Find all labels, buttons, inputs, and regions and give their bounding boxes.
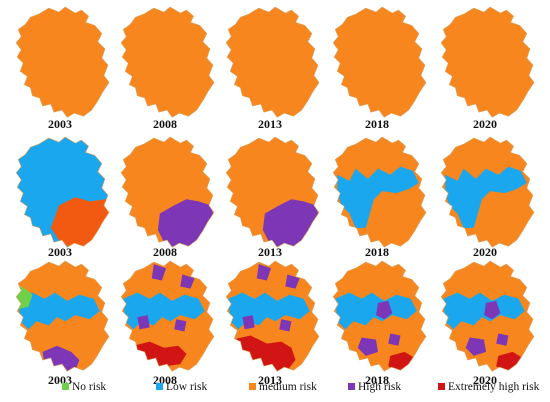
year-label: 2003	[48, 117, 72, 131]
risk-region-low-patches	[335, 292, 417, 330]
province-outline	[332, 6, 427, 118]
risk-region-mid-low-band	[337, 166, 419, 228]
province-outline	[225, 136, 320, 248]
province-outline	[15, 260, 110, 372]
province-outline	[225, 6, 320, 118]
year-label: 2013	[258, 245, 282, 259]
map-panel-row2-2020	[440, 136, 535, 248]
map-panel-row3-2013	[225, 260, 320, 372]
province-outline	[332, 136, 427, 248]
risk-region-low-patches	[18, 292, 100, 330]
legend-label: Extremely high risk	[448, 381, 540, 393]
map-panel-row2-2003	[15, 136, 110, 248]
legend-label: medium risk	[259, 381, 317, 393]
year-label: 2003	[48, 245, 72, 259]
map-panel-row2-2008	[120, 136, 215, 248]
year-label: 2018	[365, 117, 389, 131]
map-panel-row1-2018	[332, 6, 427, 118]
risk-region-mid-low-band	[445, 166, 527, 228]
risk-region-mid-high	[357, 300, 401, 356]
year-label: 2013	[258, 373, 282, 387]
risk-region-low-patches	[443, 292, 525, 330]
year-label: 2018	[365, 245, 389, 259]
province-outline	[440, 260, 535, 372]
map-panel-row3-2003	[15, 260, 110, 372]
year-label: 2008	[153, 117, 177, 131]
province-outline	[120, 6, 215, 118]
legend-swatch	[438, 383, 445, 390]
year-label: 2020	[473, 373, 497, 387]
risk-region-mid-high	[465, 300, 509, 356]
map-panel-row3-2020	[440, 260, 535, 372]
risk-region-north-high	[242, 264, 300, 332]
map-panel-row2-2013	[225, 136, 320, 248]
province-outline	[15, 6, 110, 118]
legend-swatch	[156, 383, 163, 390]
province-outline	[332, 260, 427, 372]
year-label: 2008	[153, 245, 177, 259]
map-panel-row1-2008	[120, 6, 215, 118]
province-outline	[120, 260, 215, 372]
province-outline	[440, 6, 535, 118]
legend-swatch	[62, 383, 69, 390]
map-panel-row3-2018	[332, 260, 427, 372]
map-panel-row1-2003	[15, 6, 110, 118]
province-outline	[120, 136, 215, 248]
province-outline	[225, 260, 320, 372]
province-outline	[440, 136, 535, 248]
legend-swatch	[249, 383, 256, 390]
map-panel-row1-2013	[225, 6, 320, 118]
year-label: 2020	[473, 117, 497, 131]
legend-label: No risk	[72, 381, 106, 393]
map-panel-row1-2020	[440, 6, 535, 118]
legend-label: Low risk	[166, 381, 207, 393]
legend: No risk Low risk medium risk High risk Extre…	[62, 381, 540, 393]
year-label: 2013	[258, 117, 282, 131]
province-base-region	[441, 7, 534, 118]
legend-swatch	[348, 383, 355, 390]
map-panel-row3-2008	[120, 260, 215, 372]
province-base-region	[333, 7, 426, 118]
map-panel-row2-2018	[332, 136, 427, 248]
year-label: 2020	[473, 245, 497, 259]
year-label: 2018	[365, 373, 389, 387]
risk-region-north-high	[137, 264, 195, 332]
province-base-region	[226, 7, 319, 118]
province-base-region	[16, 7, 109, 118]
province-base-region	[121, 7, 214, 118]
province-outline	[15, 136, 110, 248]
legend-label: High risk	[358, 381, 401, 393]
